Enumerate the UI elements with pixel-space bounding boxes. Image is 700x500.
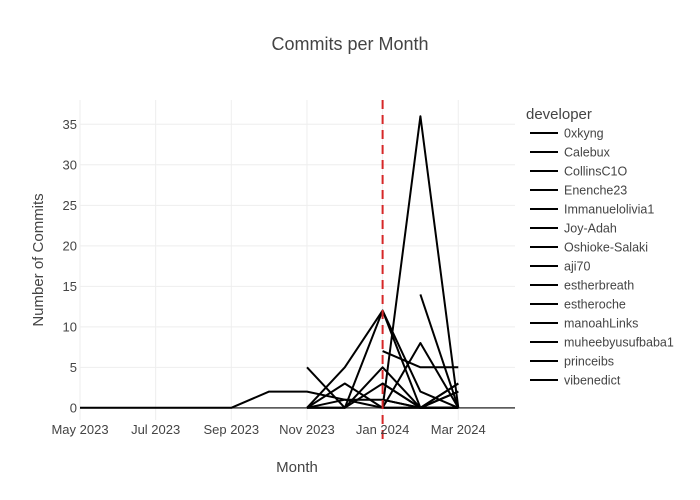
legend-label: muheebyusufbaba1 — [564, 336, 674, 350]
series-line-muheebyusufbaba1[interactable] — [306, 398, 459, 409]
legend-item-enenche23[interactable]: Enenche23 — [530, 184, 627, 198]
legend-item-oshioke-salaki[interactable]: Oshioke-Salaki — [530, 241, 648, 255]
series-line-princeibs[interactable] — [420, 390, 459, 409]
y-tick-label: 25 — [63, 198, 77, 213]
legend-item-immanuelolivia1[interactable]: Immanuelolivia1 — [530, 203, 654, 217]
y-tick-label: 0 — [70, 400, 77, 415]
series-line-vibenedict[interactable] — [382, 382, 459, 409]
y-tick-label: 15 — [63, 279, 77, 294]
legend-title: developer — [526, 106, 592, 123]
x-tick-label: Jan 2024 — [356, 422, 410, 437]
legend-label: 0xkyng — [564, 127, 604, 141]
legend-item-joy-adah[interactable]: Joy-Adah — [530, 222, 617, 236]
legend-label: estherbreath — [564, 279, 634, 293]
legend-item-aji70[interactable]: aji70 — [530, 260, 590, 274]
y-tick-label: 10 — [63, 319, 77, 334]
series-line-aji70[interactable] — [419, 294, 460, 409]
legend-label: Joy-Adah — [564, 222, 617, 236]
legend-item-collinsc1o[interactable]: CollinsC1O — [530, 165, 627, 179]
legend-item-0xkyng[interactable]: 0xkyng — [530, 127, 604, 141]
legend-label: Enenche23 — [564, 184, 627, 198]
legend-item-princeibs[interactable]: princeibs — [530, 355, 614, 369]
legend-item-vibenedict[interactable]: vibenedict — [530, 374, 621, 388]
y-tick-label: 5 — [70, 360, 77, 375]
chart-title: Commits per Month — [271, 34, 428, 54]
y-axis-title: Number of Commits — [30, 193, 47, 326]
legend-item-muheebyusufbaba1[interactable]: muheebyusufbaba1 — [530, 336, 674, 350]
grid-layer — [79, 100, 515, 420]
legend-label: CollinsC1O — [564, 165, 627, 179]
legend-label: vibenedict — [564, 374, 621, 388]
tick-layer: May 2023 Jul 2023 Sep 2023 Nov 2023 Jan 2024… — [51, 117, 485, 437]
x-tick-label: Jul 2023 — [131, 422, 180, 437]
y-tick-label: 20 — [63, 238, 77, 253]
legend-label: Immanuelolivia1 — [564, 203, 654, 217]
series-line-immanuelolivia1[interactable] — [382, 350, 459, 369]
legend-item-calebux[interactable]: Calebux — [530, 146, 611, 160]
legend-label: estheroche — [564, 298, 626, 312]
legend-item-manoahlinks[interactable]: manoahLinks — [530, 317, 638, 331]
series-line-0xkyng[interactable] — [80, 390, 459, 409]
x-tick-label: Nov 2023 — [279, 422, 335, 437]
series-line-estheroche[interactable] — [381, 342, 460, 409]
x-tick-label: Mar 2024 — [431, 422, 486, 437]
legend-item-estheroche[interactable]: estheroche — [530, 298, 626, 312]
legend-label: Calebux — [564, 146, 611, 160]
legend-label: princeibs — [564, 355, 614, 369]
legend-label: Oshioke-Salaki — [564, 241, 648, 255]
series-layer — [80, 115, 460, 409]
x-axis-title: Month — [276, 459, 318, 476]
y-tick-label: 35 — [63, 117, 77, 132]
legend-label: manoahLinks — [564, 317, 638, 331]
y-tick-label: 30 — [63, 157, 77, 172]
legend[interactable]: developer 0xkyng Calebux CollinsC1O Enenche… — [526, 106, 674, 388]
x-tick-label: May 2023 — [51, 422, 108, 437]
legend-label: aji70 — [564, 260, 590, 274]
legend-item-estherbreath[interactable]: estherbreath — [530, 279, 634, 293]
x-tick-label: Sep 2023 — [203, 422, 259, 437]
